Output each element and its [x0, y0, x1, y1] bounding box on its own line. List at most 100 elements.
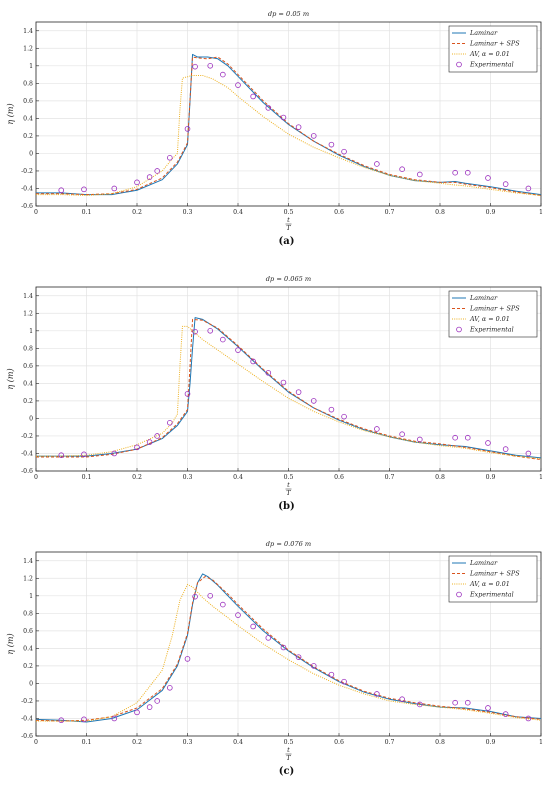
legend-entry: AV, α = 0.01 — [469, 580, 510, 588]
y-tick-label: 0 — [29, 415, 33, 422]
data-point — [452, 434, 458, 441]
y-tick-label: 1.4 — [23, 558, 33, 565]
y-tick-label: -0.6 — [21, 733, 33, 740]
legend: Laminar Laminar + SPS AV, α = 0.01 Experime… — [448, 290, 538, 338]
data-point — [295, 654, 302, 660]
data-point — [525, 715, 532, 722]
data-point — [207, 63, 214, 69]
data-point — [192, 328, 198, 335]
legend-entry: Laminar + SPS — [469, 40, 520, 48]
x-tick-label: 0.3 — [183, 474, 193, 481]
data-point — [295, 389, 302, 395]
y-tick-label: 1.2 — [23, 310, 33, 317]
data-point — [58, 452, 65, 459]
data-point — [310, 398, 317, 404]
data-point — [167, 155, 173, 161]
x-tick-label: 0.6 — [334, 739, 344, 746]
series-line — [36, 53, 541, 196]
panel-label: (b) — [278, 501, 294, 512]
data-point — [235, 82, 241, 88]
data-point — [374, 691, 380, 697]
data-point — [81, 716, 87, 723]
x-tick-label: 0.7 — [385, 474, 395, 481]
data-point — [310, 663, 317, 669]
data-point — [220, 601, 226, 608]
data-point — [464, 169, 471, 176]
legend-entry: AV, α = 0.01 — [469, 315, 510, 323]
data-point — [154, 433, 161, 439]
x-tick-label: 0.2 — [132, 209, 142, 216]
legend-entry: Laminar — [469, 294, 498, 302]
y-axis-label: η (m) — [6, 368, 15, 389]
x-tick-label: 0 — [34, 209, 38, 216]
data-point — [310, 133, 317, 139]
data-point — [328, 671, 335, 678]
y-tick-label: 1.2 — [23, 45, 33, 52]
series-line — [36, 74, 541, 196]
data-point — [525, 185, 532, 192]
data-point — [167, 420, 173, 426]
data-point — [58, 187, 65, 194]
legend-entry: Laminar + SPS — [469, 305, 520, 313]
x-axis-label-denominator: T — [286, 754, 291, 762]
legend-box — [448, 290, 538, 338]
x-tick-label: 0 — [34, 474, 38, 481]
x-tick-label: 0.8 — [435, 474, 445, 481]
y-tick-label: 0.6 — [23, 628, 33, 635]
legend: Laminar Laminar + SPS AV, α = 0.01 Experime… — [448, 25, 538, 73]
y-tick-label: 1 — [29, 328, 33, 335]
legend-entry: Experimental — [469, 61, 514, 69]
data-point — [374, 161, 380, 167]
x-tick-label: 0.1 — [82, 739, 92, 746]
data-point — [502, 181, 509, 187]
data-point — [154, 168, 161, 174]
x-tick-label: 0 — [34, 739, 38, 746]
data-point — [134, 709, 140, 716]
y-tick-label: -0.4 — [21, 715, 33, 722]
data-point — [184, 126, 191, 132]
chart-title: dp = 0.076 m — [266, 540, 311, 548]
data-point — [399, 696, 405, 703]
x-tick-label: 0.8 — [435, 209, 445, 216]
data-point — [250, 93, 256, 100]
data-point — [134, 179, 140, 186]
x-tick-label: 1 — [539, 474, 543, 481]
data-point — [328, 406, 335, 413]
data-point — [81, 186, 87, 193]
series-line — [36, 573, 541, 723]
y-tick-label: -0.4 — [21, 185, 33, 192]
data-point — [265, 635, 272, 641]
y-tick-label: 0.6 — [23, 98, 33, 105]
x-tick-label: 0.6 — [334, 474, 344, 481]
data-point — [192, 593, 198, 600]
x-tick-label: 0.2 — [132, 474, 142, 481]
data-point — [111, 450, 118, 457]
x-tick-label: 0.5 — [284, 209, 294, 216]
data-point — [280, 114, 287, 121]
x-tick-label: 0.7 — [385, 739, 395, 746]
legend-marker — [456, 326, 462, 333]
y-axis-label: η (m) — [6, 103, 15, 124]
x-axis-label-numerator: t — [287, 216, 290, 224]
x-tick-label: 1 — [539, 209, 543, 216]
x-tick-label: 0.7 — [385, 209, 395, 216]
x-tick-label: 0.4 — [233, 739, 243, 746]
y-tick-label: 0.2 — [23, 133, 33, 140]
series-line — [36, 56, 541, 196]
x-tick-label: 0.2 — [132, 739, 142, 746]
chart-title: dp = 0.05 m — [268, 10, 309, 18]
legend-box — [448, 555, 538, 603]
data-point — [399, 431, 405, 438]
data-point — [207, 328, 214, 334]
series-line — [36, 325, 541, 460]
y-tick-label: 0.2 — [23, 663, 33, 670]
x-axis-label-numerator: t — [287, 746, 290, 754]
y-tick-label: 0.8 — [23, 345, 33, 352]
data-point — [207, 593, 214, 599]
x-tick-label: 0.4 — [233, 474, 243, 481]
y-tick-label: 0.8 — [23, 610, 33, 617]
x-tick-label: 1 — [539, 739, 543, 746]
data-point — [220, 336, 226, 343]
x-tick-label: 0.3 — [183, 209, 193, 216]
